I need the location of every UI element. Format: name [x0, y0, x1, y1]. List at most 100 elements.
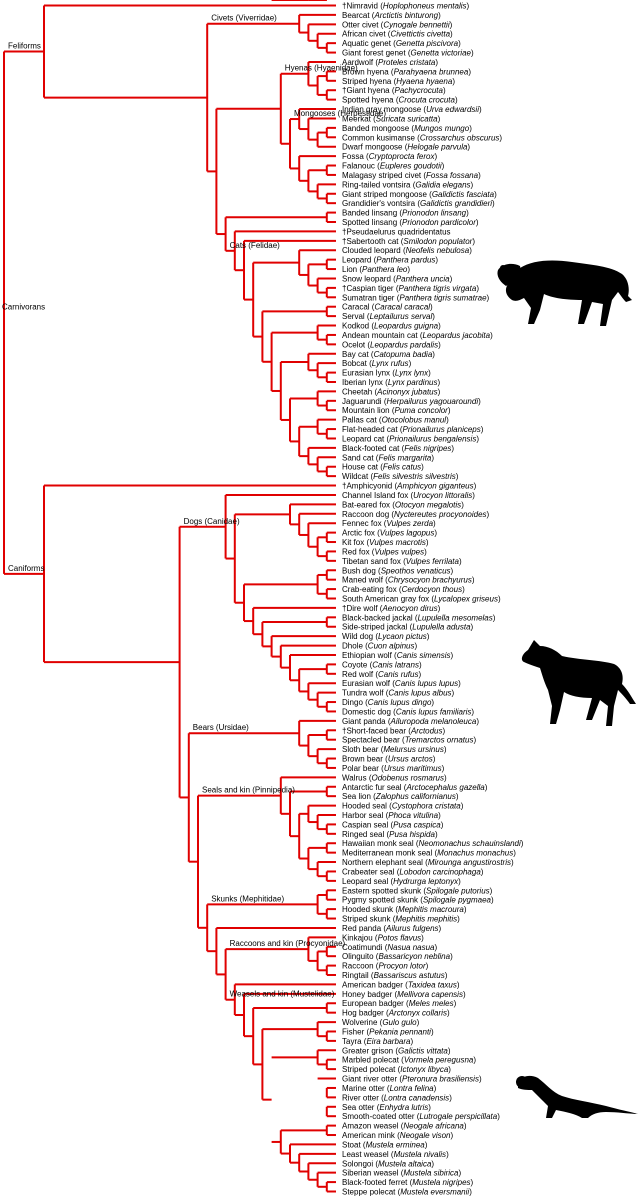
species-common-name: Smooth-coated otter — [342, 1112, 415, 1121]
species-scientific-name: Vulpes macrotis — [369, 538, 426, 547]
tiger-silhouette-icon — [497, 260, 632, 326]
species-label: Sumatran tiger (Panthera tigris sumatrae… — [342, 293, 490, 302]
species-scientific-name: Proteles cristata — [378, 58, 436, 67]
species-label: Raccoon dog (Nyctereutes procyonoides) — [342, 510, 490, 519]
species-scientific-name: Gulo gulo — [382, 1018, 417, 1027]
species-label: Caracal (Caracal caracal) — [342, 303, 433, 312]
species-label: †Sabertooth cat (Smilodon populator) — [342, 237, 475, 246]
species-scientific-name: Mustela eversmanii — [400, 1188, 469, 1197]
species-common-name: Black-footed ferret — [342, 1178, 408, 1187]
species-label: Red panda (Ailurus fulgens) — [342, 924, 442, 933]
species-common-name: Leopard — [342, 256, 371, 265]
species-common-name: Arctic fox — [342, 529, 375, 538]
species-scientific-name: Phoca vitulina — [388, 811, 438, 820]
species-common-name: Leopard cat — [342, 434, 385, 443]
species-label: Bat-eared fox (Otocyon megalotis) — [342, 500, 464, 509]
species-common-name: Northern elephant seal — [342, 858, 423, 867]
species-label: Meerkat (Suricata suricatta) — [342, 114, 441, 123]
species-common-name: Otter civet — [342, 20, 379, 29]
species-label: Crabeater seal (Lobodon carcinophaga) — [342, 867, 484, 876]
species-label: Domestic dog (Canis lupus familiaris) — [342, 707, 474, 716]
species-scientific-name: Canis simensis — [397, 651, 451, 660]
species-scientific-name: Lontra canadensis — [384, 1093, 449, 1102]
species-common-name: †Amphicyonid — [342, 482, 392, 491]
species-common-name: Striped skunk — [342, 915, 391, 924]
species-scientific-name: Galictis vittata — [398, 1046, 448, 1055]
species-common-name: Dwarf mongoose — [342, 143, 403, 152]
species-scientific-name: Mustela altaica — [378, 1159, 432, 1168]
species-common-name: Giant forest genet — [342, 49, 406, 58]
clade-label: Weasels and kin (Mustelidae) — [230, 990, 335, 999]
species-label: Common kusimanse (Crossarchus obscurus) — [342, 133, 502, 142]
species-label: †Giant hyena (Pachycrocuta) — [342, 86, 446, 95]
species-label: Red fox (Vulpes vulpes) — [342, 547, 427, 556]
species-common-name: Aardwolf — [342, 58, 374, 67]
species-scientific-name: Vormela peregusna — [404, 1056, 474, 1065]
species-common-name: Red panda — [342, 924, 382, 933]
species-label: Clouded leopard (Neofelis nebulosa) — [342, 246, 472, 255]
species-label: Eurasian lynx (Lynx lynx) — [342, 369, 431, 378]
species-label: Pygmy spotted skunk (Spilogale pygmaea) — [342, 896, 494, 905]
species-scientific-name: Canis latrans — [372, 660, 419, 669]
species-common-name: Common kusimanse — [342, 133, 415, 142]
species-label: †Nimravid (Hoplophoneus mentalis) — [342, 2, 470, 11]
species-label: Indian gray mongoose (Urva edwardsii) — [342, 105, 482, 114]
species-scientific-name: Galidictis grandidieri — [420, 199, 492, 208]
species-scientific-name: Pusa hispida — [389, 830, 435, 839]
species-label: Iberian lynx (Lynx pardinus) — [342, 378, 440, 387]
species-common-name: Flat-headed cat — [342, 425, 398, 434]
species-scientific-name: Hyaena hyaena — [396, 77, 453, 86]
species-common-name: Stoat — [342, 1140, 361, 1149]
species-scientific-name: Taxidea taxus — [408, 980, 457, 989]
species-scientific-name: Zalophus californianus — [375, 792, 456, 801]
species-scientific-name: Smilodon populator — [403, 237, 472, 246]
species-label: †Amphicyonid (Amphicyon giganteus) — [342, 482, 477, 491]
species-label: Fisher (Pekania pennanti) — [342, 1027, 434, 1036]
species-common-name: Striped hyena — [342, 77, 392, 86]
species-common-name: †Dire wolf — [342, 604, 378, 613]
species-label: Striped skunk (Mephitis mephitis) — [342, 915, 460, 924]
species-label: Coyote (Canis latrans) — [342, 660, 422, 669]
species-scientific-name: Puma concolor — [394, 406, 448, 415]
species-scientific-name: Lynx rufus — [372, 359, 409, 368]
species-common-name: Greater grison — [342, 1046, 393, 1055]
species-scientific-name: Felis silvestris silvestris — [373, 472, 456, 481]
species-common-name: Giant striped mongoose — [342, 190, 427, 199]
species-common-name: Pallas cat — [342, 416, 377, 425]
species-label: Hooded seal (Cystophora cristata) — [342, 802, 464, 811]
species-label: Northern elephant seal (Mirounga angusti… — [342, 858, 514, 867]
species-common-name: Kodkod — [342, 322, 369, 331]
species-label: Brown bear (Ursus arctos) — [342, 755, 436, 764]
species-scientific-name: Helogale parvula — [407, 143, 468, 152]
species-label: Ring-tailed vontsira (Galidia elegans) — [342, 180, 474, 189]
species-scientific-name: Pekania pennanti — [369, 1027, 431, 1036]
clade-label: Carnivorans — [2, 303, 45, 312]
species-label: Otter civet (Cynogale bennettii) — [342, 20, 453, 29]
species-scientific-name: Procyon lotor — [378, 962, 425, 971]
species-scientific-name: Monachus monachus — [437, 849, 513, 858]
species-common-name: American badger — [342, 980, 403, 989]
species-label: Ethiopian wolf (Canis simensis) — [342, 651, 454, 660]
species-scientific-name: Aenocyon dirus — [381, 604, 437, 613]
species-common-name: Red wolf — [342, 670, 374, 679]
species-common-name: Banded mongoose — [342, 124, 410, 133]
species-label: Marine otter (Lontra felina) — [342, 1084, 437, 1093]
species-scientific-name: Otocyon megalotis — [395, 500, 461, 509]
species-scientific-name: Genetta victoriae — [410, 49, 471, 58]
species-label: Banded linsang (Prionodon linsang) — [342, 209, 469, 218]
species-common-name: Raccoon — [342, 962, 374, 971]
species-common-name: Spotted hyena — [342, 96, 394, 105]
species-common-name: Steppe polecat — [342, 1188, 396, 1197]
species-scientific-name: Urva edwardsii — [426, 105, 479, 114]
species-scientific-name: Panthera pardus — [376, 256, 435, 265]
species-common-name: Brown hyena — [342, 67, 389, 76]
species-scientific-name: Panthera leo — [362, 265, 408, 274]
species-common-name: Serval — [342, 312, 365, 321]
species-scientific-name: Vulpes vulpes — [374, 547, 424, 556]
species-scientific-name: Spilogale putorius — [426, 886, 490, 895]
species-label: Walrus (Odobenus rosmarus) — [342, 773, 447, 782]
species-common-name: Eurasian lynx — [342, 369, 390, 378]
species-scientific-name: Canis lupus familiaris — [396, 707, 472, 716]
species-label: Dhole (Cuon alpinus) — [342, 642, 418, 651]
species-scientific-name: Ursus maritimus — [384, 764, 442, 773]
